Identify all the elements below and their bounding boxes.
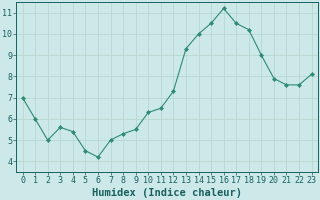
X-axis label: Humidex (Indice chaleur): Humidex (Indice chaleur) <box>92 188 242 198</box>
